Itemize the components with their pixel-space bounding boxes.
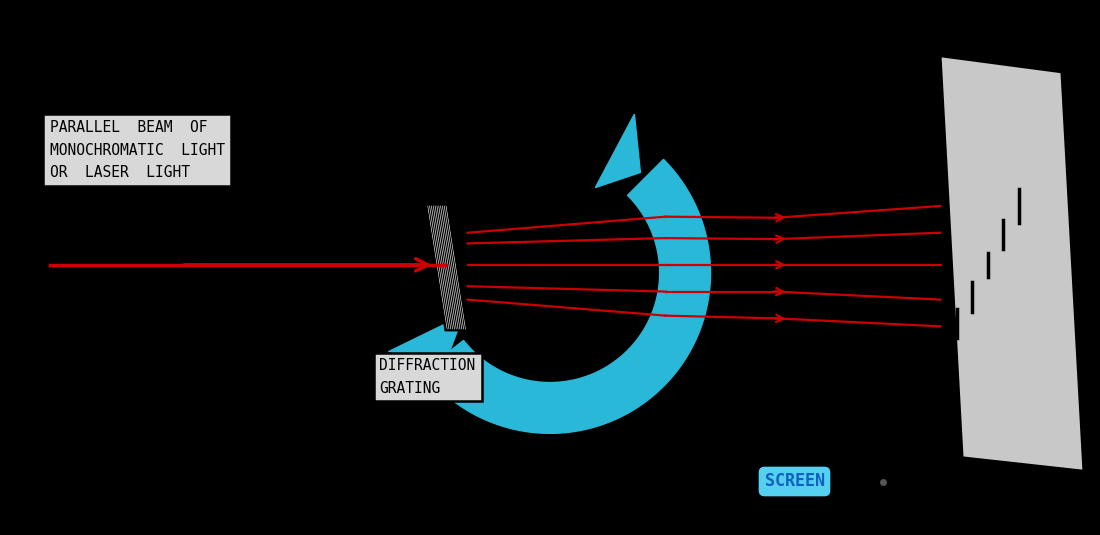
Polygon shape xyxy=(426,205,467,331)
Text: PARALLEL  BEAM  OF
MONOCHROMATIC  LIGHT
OR  LASER  LIGHT: PARALLEL BEAM OF MONOCHROMATIC LIGHT OR … xyxy=(50,120,224,180)
Text: DIFFRACTION
GRATING: DIFFRACTION GRATING xyxy=(379,358,475,396)
Text: SCREEN: SCREEN xyxy=(764,472,825,491)
Polygon shape xyxy=(424,159,711,433)
Polygon shape xyxy=(595,114,640,188)
Polygon shape xyxy=(388,315,463,360)
Polygon shape xyxy=(940,56,1084,471)
